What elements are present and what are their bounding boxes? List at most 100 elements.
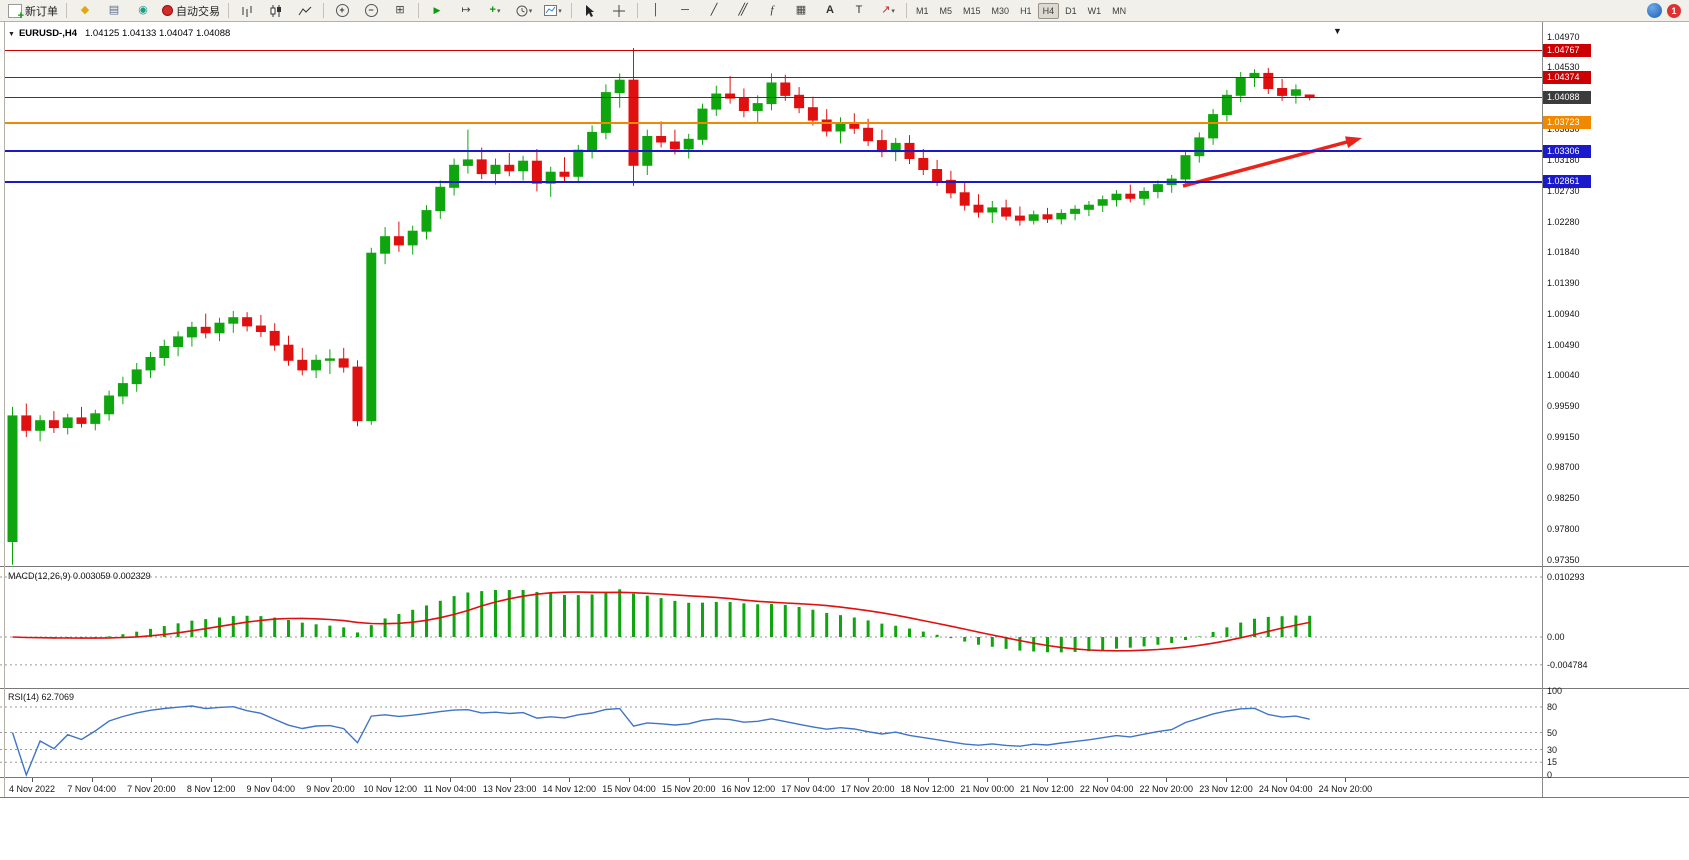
timeframe-w1[interactable]: W1 bbox=[1087, 5, 1102, 16]
autotrading-icon bbox=[162, 5, 173, 16]
horizontal-line-object[interactable] bbox=[5, 50, 1542, 52]
trendline-button[interactable]: ╱ bbox=[700, 1, 728, 21]
horizontal-line-object[interactable] bbox=[5, 77, 1542, 79]
candle bbox=[918, 148, 929, 175]
price-label: 0.98250 bbox=[1547, 493, 1580, 504]
zoom-in-button[interactable]: + bbox=[328, 1, 356, 21]
price-label: 1.04970 bbox=[1547, 32, 1580, 42]
collapse-icon[interactable]: ▼ bbox=[8, 31, 15, 38]
time-tick bbox=[509, 778, 511, 782]
candle bbox=[352, 360, 363, 427]
price-label: 1.00940 bbox=[1547, 308, 1580, 319]
toolbar-separator bbox=[66, 3, 67, 18]
time-label: 17 Nov 20:00 bbox=[841, 784, 895, 794]
pane-divider[interactable] bbox=[0, 566, 1689, 567]
price-label: 1.03180 bbox=[1547, 154, 1580, 165]
price-tag[interactable]: 1.04767 bbox=[1543, 44, 1591, 58]
horizontal-line-button[interactable]: ─ bbox=[671, 1, 699, 21]
price-tag[interactable]: 1.04374 bbox=[1543, 71, 1591, 85]
candle bbox=[697, 103, 708, 145]
shapes-button[interactable]: ▦ bbox=[787, 1, 815, 21]
time-label: 9 Nov 20:00 bbox=[306, 784, 355, 794]
vertical-line-button[interactable]: │ bbox=[642, 1, 670, 21]
candlestick-chart[interactable] bbox=[0, 22, 1542, 566]
notification-badge[interactable]: 1 bbox=[1667, 3, 1681, 18]
candle bbox=[1139, 187, 1150, 206]
candle bbox=[1180, 151, 1191, 185]
chart-shift-button[interactable]: ↦ bbox=[452, 1, 480, 21]
print-button[interactable]: ▤ bbox=[100, 1, 128, 21]
metaeditor-icon: ◆ bbox=[80, 4, 90, 16]
horizontal-line-object[interactable] bbox=[5, 180, 1542, 183]
macd-panel[interactable] bbox=[0, 568, 1542, 688]
timeframe-mn[interactable]: MN bbox=[1112, 5, 1127, 16]
price-label: 1.04530 bbox=[1547, 62, 1580, 73]
price-tag[interactable]: 1.03723 bbox=[1543, 116, 1591, 130]
timeframe-m30[interactable]: M30 bbox=[991, 5, 1010, 16]
timeframe-m1[interactable]: M1 bbox=[916, 5, 929, 16]
horizontal-line-icon: ─ bbox=[681, 4, 689, 16]
bar-chart-button[interactable] bbox=[233, 1, 261, 21]
channel-button[interactable]: ╱╱ bbox=[729, 1, 757, 21]
time-label: 4 Nov 2022 bbox=[8, 784, 56, 794]
indicators-dropdown[interactable]: + ▾ bbox=[481, 1, 509, 21]
zoom-out-button[interactable]: − bbox=[357, 1, 385, 21]
chart-shift-marker[interactable]: ▼ bbox=[1333, 26, 1342, 36]
rsi-panel[interactable] bbox=[0, 690, 1542, 777]
pane-divider[interactable] bbox=[0, 777, 1689, 778]
crosshair-button[interactable] bbox=[605, 1, 633, 21]
timeframe-h4[interactable]: H4 bbox=[1037, 2, 1060, 19]
trend-arrow-annotation[interactable] bbox=[1182, 136, 1362, 188]
candle bbox=[1097, 195, 1108, 212]
price-tag[interactable]: 1.02861 bbox=[1543, 175, 1591, 189]
new-order-button[interactable]: 新订单 bbox=[4, 1, 62, 22]
pane-divider[interactable] bbox=[0, 688, 1689, 689]
time-label: 16 Nov 12:00 bbox=[721, 784, 776, 794]
horizontal-line-object[interactable] bbox=[5, 150, 1542, 153]
mql5-community-icon[interactable] bbox=[1647, 3, 1662, 18]
candle bbox=[876, 129, 887, 158]
arrows-dropdown[interactable]: ↗ ▾ bbox=[874, 1, 902, 21]
price-tag[interactable]: 1.03306 bbox=[1543, 144, 1591, 158]
toolbar-separator bbox=[418, 3, 419, 18]
clock-icon bbox=[516, 5, 528, 16]
timeframe-h1[interactable]: H1 bbox=[1020, 5, 1032, 16]
time-tick bbox=[688, 778, 690, 782]
horizontal-line-object[interactable] bbox=[5, 121, 1542, 124]
cursor-icon bbox=[586, 4, 594, 17]
candle bbox=[531, 148, 542, 192]
timeframe-d1[interactable]: D1 bbox=[1065, 5, 1077, 16]
candle bbox=[242, 312, 253, 332]
text-button[interactable]: A bbox=[816, 1, 844, 21]
time-label: 14 Nov 12:00 bbox=[542, 784, 597, 794]
candlestick-chart-button[interactable] bbox=[262, 1, 290, 21]
periods-dropdown[interactable]: ▾ bbox=[510, 1, 538, 21]
templates-dropdown[interactable]: ▾ bbox=[539, 1, 567, 21]
tile-windows-button[interactable]: ⊞ bbox=[386, 1, 414, 21]
rsi-scale-label: 15 bbox=[1547, 757, 1558, 768]
candle bbox=[504, 153, 515, 177]
rsi-line bbox=[11, 705, 1310, 777]
timeframe-m5[interactable]: M5 bbox=[939, 5, 953, 16]
label-button[interactable]: T bbox=[845, 1, 873, 21]
timeframe-m15[interactable]: M15 bbox=[963, 5, 981, 16]
candle bbox=[311, 354, 322, 379]
auto-scroll-button[interactable]: ▶ bbox=[423, 1, 451, 21]
price-tag[interactable]: 1.04088 bbox=[1543, 91, 1591, 104]
metaeditor-button[interactable]: ◆ bbox=[71, 1, 99, 21]
cursor-button[interactable] bbox=[576, 1, 604, 21]
info-button[interactable]: ◉ bbox=[129, 1, 157, 21]
candle bbox=[1194, 132, 1205, 163]
time-label: 10 Nov 12:00 bbox=[363, 784, 417, 794]
fibonacci-button[interactable]: f bbox=[758, 1, 786, 21]
horizontal-line-object[interactable] bbox=[5, 97, 1542, 98]
candle bbox=[393, 221, 404, 252]
line-chart-button[interactable] bbox=[291, 1, 319, 21]
time-tick bbox=[1285, 778, 1287, 782]
macd-signal-line bbox=[12, 591, 1310, 652]
candle bbox=[1111, 190, 1122, 207]
zoom-out-icon: − bbox=[364, 4, 378, 17]
autotrading-button[interactable]: 自动交易 bbox=[158, 1, 224, 21]
price-label: 0.98700 bbox=[1547, 462, 1580, 473]
rsi-scale-label: 30 bbox=[1547, 744, 1558, 755]
